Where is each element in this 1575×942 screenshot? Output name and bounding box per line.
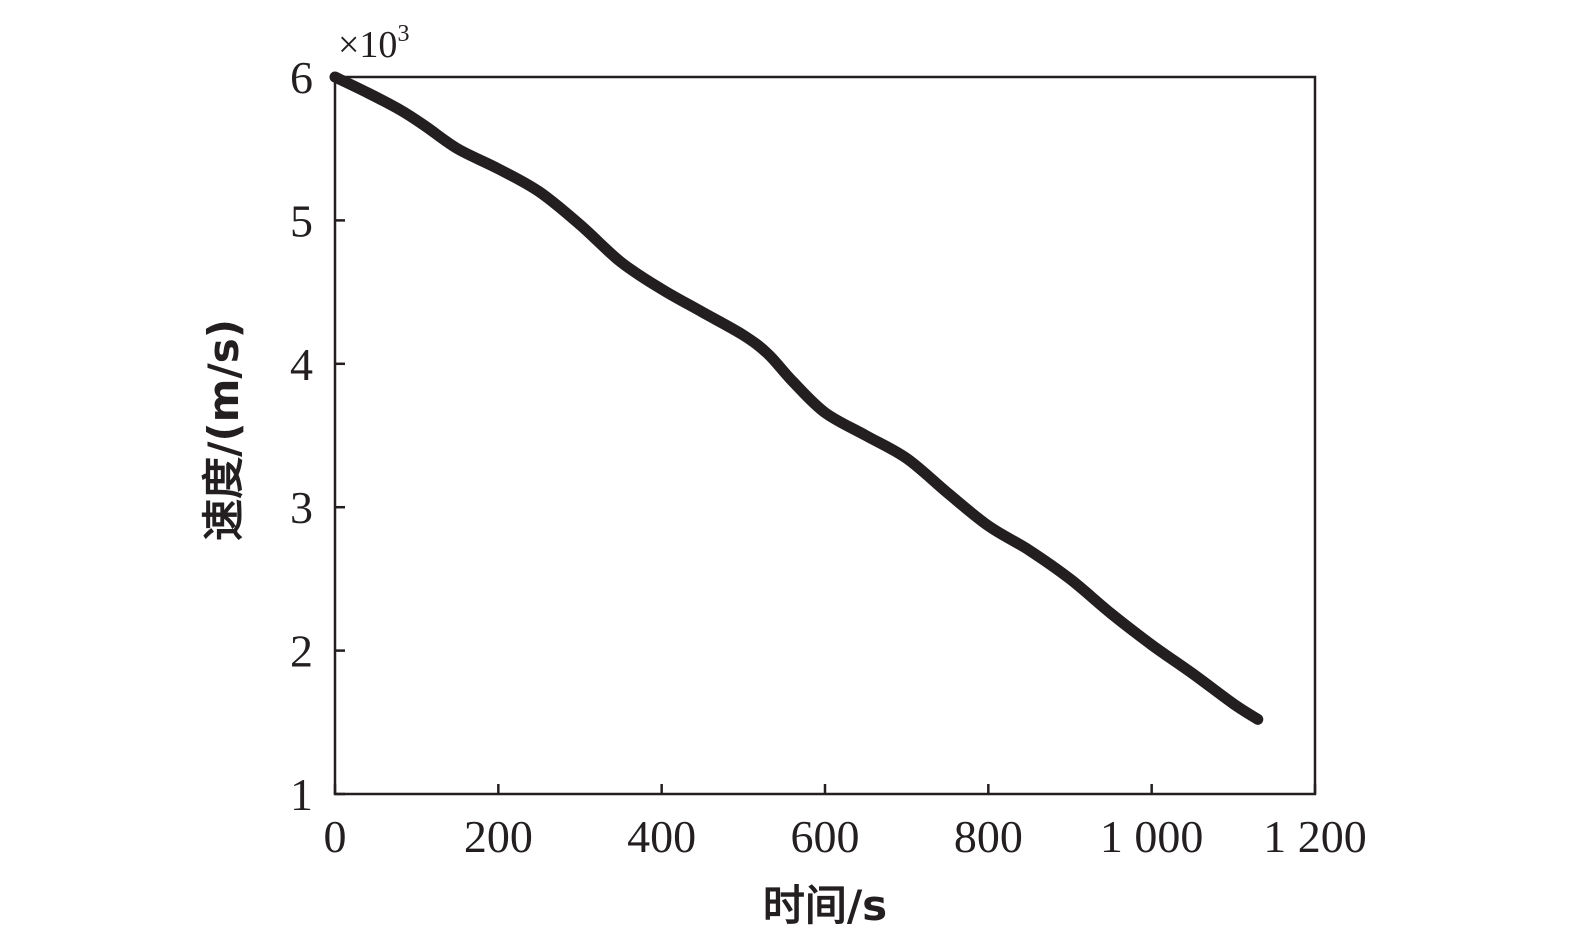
x-tick-label: 1 200 (1263, 811, 1367, 862)
series-layer (329, 71, 1264, 725)
x-tick-label: 0 (324, 811, 347, 862)
x-axis-tick-labels: 0 200 400 600 800 1 000 1 200 (324, 811, 1367, 862)
y-multiplier-exponent: 3 (397, 21, 409, 47)
y-axis-ticks (335, 75, 345, 796)
y-axis-title: 速度/(m/s) (199, 319, 248, 541)
y-tick-label: 2 (290, 626, 313, 677)
x-axis-title: 时间/s (763, 881, 887, 930)
x-tick-label: 600 (791, 811, 860, 862)
plot-frame (333, 75, 1317, 796)
y-axis-multiplier: ×103 (338, 21, 409, 66)
x-tick-label: 1 000 (1100, 811, 1204, 862)
y-axis-tick-labels: 1 2 3 4 5 6 (290, 52, 313, 820)
x-axis-ticks (333, 784, 1317, 794)
y-multiplier-base: ×10 (338, 24, 397, 66)
x-tick-label: 200 (464, 811, 533, 862)
y-tick-label: 3 (290, 482, 313, 533)
y-tick-label: 1 (290, 769, 313, 820)
x-tick-label: 400 (627, 811, 696, 862)
y-tick-label: 5 (290, 195, 313, 246)
y-tick-label: 4 (290, 339, 313, 390)
y-tick-label: 6 (290, 52, 313, 103)
series-line (329, 71, 1264, 725)
x-tick-label: 800 (954, 811, 1023, 862)
